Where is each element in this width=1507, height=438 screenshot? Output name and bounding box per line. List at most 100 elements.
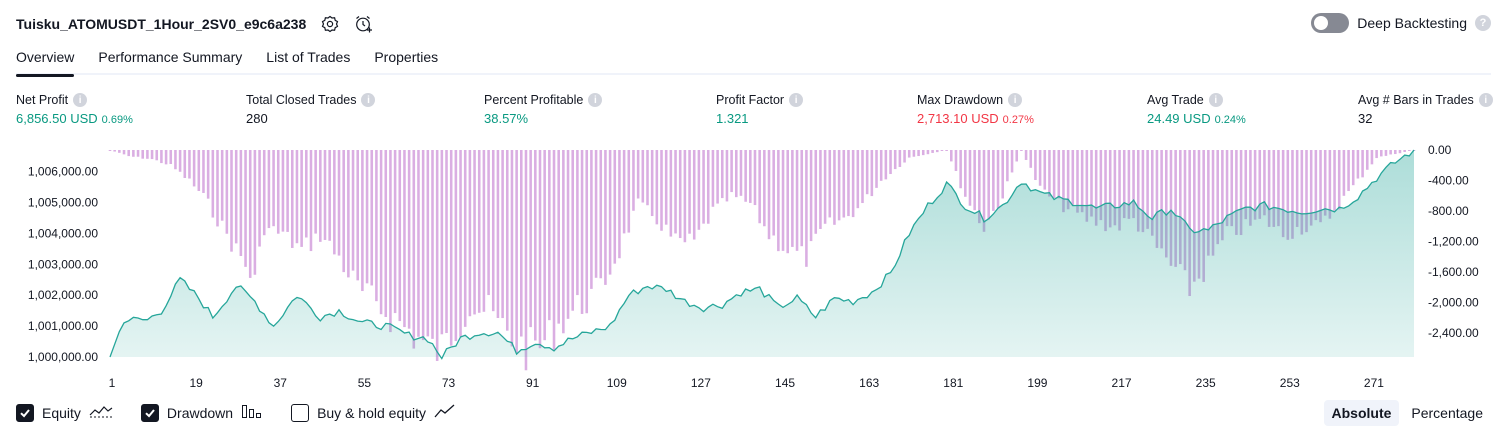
drawdown-bar xyxy=(286,150,289,232)
alarm-clock-plus-icon[interactable] xyxy=(354,14,374,34)
legend-equity[interactable]: Equity xyxy=(16,403,113,422)
drawdown-bar xyxy=(244,150,247,267)
stat-label: Avg Trade xyxy=(1147,93,1204,107)
drawdown-bars-icon xyxy=(241,403,263,422)
drawdown-bar xyxy=(1235,150,1238,235)
drawdown-bar xyxy=(319,150,322,242)
x-tick-label: 235 xyxy=(1196,376,1216,390)
drawdown-bar xyxy=(763,150,766,227)
drawdown-bar xyxy=(276,150,280,234)
drawdown-bar xyxy=(459,150,462,337)
drawdown-bar xyxy=(1305,150,1308,233)
y-right-tick-label: -2,400.00 xyxy=(1428,326,1479,340)
drawdown-bar xyxy=(1309,150,1313,226)
stat-label: Total Closed Trades xyxy=(246,93,357,107)
drawdown-bar xyxy=(305,150,308,238)
drawdown-bar xyxy=(875,150,878,188)
info-icon[interactable]: i xyxy=(73,93,88,107)
drawdown-bar xyxy=(169,150,173,164)
drawdown-checkbox[interactable] xyxy=(140,403,159,422)
info-icon[interactable]: i xyxy=(1208,93,1223,107)
value-mode-switch: Absolute Percentage xyxy=(1323,400,1492,426)
y-left-tick-label: 1,000,000.00 xyxy=(28,350,98,364)
drawdown-bar xyxy=(146,150,149,159)
equity-drawdown-chart[interactable]: 1,000,000.00 1,001,000.00 1,002,000.00 1,00… xyxy=(0,140,1507,395)
stat-label: Profit Factor xyxy=(716,93,785,107)
gear-icon[interactable] xyxy=(320,14,340,34)
drawdown-bar xyxy=(706,150,710,224)
drawdown-bar xyxy=(851,150,855,218)
question-mark-icon[interactable]: ? xyxy=(1475,15,1491,31)
drawdown-bar xyxy=(978,150,981,224)
drawdown-bar xyxy=(389,150,392,333)
drawdown-bar xyxy=(800,150,804,247)
drawdown-bar xyxy=(772,150,775,236)
drawdown-bar xyxy=(1328,150,1332,219)
legend-drawdown[interactable]: Drawdown xyxy=(140,403,263,422)
stat-percent-profitable: Percent Profitable i 38.57% xyxy=(484,93,603,126)
strategy-title: Tuisku_ATOMUSDT_1Hour_2SV0_e9c6a238 xyxy=(16,16,307,32)
drawdown-bar xyxy=(889,150,892,175)
stat-total-closed-trades: Total Closed Trades i 280 xyxy=(246,93,376,126)
drawdown-bar xyxy=(819,150,822,229)
stat-profit-factor: Profit Factor i 1.321 xyxy=(716,93,804,126)
drawdown-bar xyxy=(1314,150,1318,221)
buy-hold-checkbox[interactable] xyxy=(291,403,310,422)
drawdown-bar xyxy=(1281,150,1285,238)
drawdown-bar xyxy=(342,150,345,273)
drawdown-bar xyxy=(267,150,271,229)
drawdown-bar xyxy=(1263,150,1266,216)
drawdown-bar xyxy=(945,150,948,151)
tab-properties[interactable]: Properties xyxy=(374,49,439,65)
drawdown-bar xyxy=(1108,150,1112,228)
deep-backtesting-toggle[interactable] xyxy=(1311,13,1350,33)
equity-checkbox[interactable] xyxy=(16,403,34,422)
drawdown-bar xyxy=(510,150,514,347)
drawdown-bar xyxy=(1132,150,1135,219)
legend-label: Buy & hold equity xyxy=(317,404,427,421)
drawdown-bar xyxy=(108,150,112,151)
drawdown-bar xyxy=(664,150,668,225)
chart-legend: Equity Drawdown Buy & hold equity xyxy=(16,403,484,422)
drawdown-bar xyxy=(917,150,920,157)
x-tick-label: 91 xyxy=(526,376,540,390)
drawdown-bar xyxy=(720,150,724,199)
drawdown-bar xyxy=(295,150,299,244)
absolute-button[interactable]: Absolute xyxy=(1323,400,1400,426)
tab-overview[interactable]: Overview xyxy=(16,44,75,77)
drawdown-bar xyxy=(454,150,458,342)
info-icon[interactable]: i xyxy=(789,93,804,107)
drawdown-bar xyxy=(744,150,747,202)
tab-performance-summary[interactable]: Performance Summary xyxy=(98,49,243,65)
drawdown-bar xyxy=(585,150,589,314)
x-tick-label: 253 xyxy=(1280,376,1300,390)
drawdown-bar xyxy=(515,150,518,353)
drawdown-bar xyxy=(407,150,411,329)
drawdown-bar xyxy=(884,150,888,180)
info-icon[interactable]: i xyxy=(361,93,376,107)
drawdown-bar xyxy=(426,150,430,337)
drawdown-bar xyxy=(1136,150,1140,232)
drawdown-bar xyxy=(1375,150,1378,159)
drawdown-bar xyxy=(1380,150,1383,157)
drawdown-bar xyxy=(1090,150,1093,217)
drawdown-bar xyxy=(1057,150,1061,199)
drawdown-bar xyxy=(711,150,715,207)
drawdown-bar xyxy=(865,150,869,195)
tab-list-of-trades[interactable]: List of Trades xyxy=(266,49,351,65)
drawdown-bar xyxy=(132,150,135,157)
info-icon[interactable]: i xyxy=(1008,93,1023,107)
drawdown-bar xyxy=(290,150,294,248)
drawdown-bar xyxy=(1174,150,1177,267)
drawdown-bar xyxy=(1300,150,1304,235)
drawdown-bar xyxy=(1141,150,1145,233)
y-right-tick-label: -1,600.00 xyxy=(1428,265,1479,279)
drawdown-bar xyxy=(234,150,238,244)
legend-buy-hold[interactable]: Buy & hold equity xyxy=(291,403,456,422)
info-icon[interactable]: i xyxy=(588,93,603,107)
drawdown-bar xyxy=(375,150,378,302)
drawdown-bar xyxy=(1291,150,1294,239)
percentage-button[interactable]: Percentage xyxy=(1411,405,1483,421)
stat-label: Avg # Bars in Trades xyxy=(1358,93,1474,107)
info-icon[interactable]: i xyxy=(1478,93,1493,107)
